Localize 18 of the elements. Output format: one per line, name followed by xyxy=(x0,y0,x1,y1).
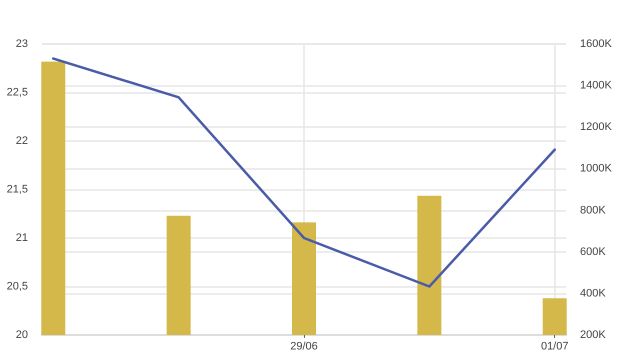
line-series xyxy=(52,57,556,288)
y2-tick-label: 1600K xyxy=(580,38,612,50)
y-tick-label: 21 xyxy=(16,232,28,244)
x-tick-label: 29/06 xyxy=(290,340,318,352)
y-tick-label: 23 xyxy=(16,38,28,50)
y2-tick-label: 200K xyxy=(580,329,606,341)
x-tick-label: 01/07 xyxy=(540,340,568,352)
y2-tick-label: 400K xyxy=(580,287,606,300)
y2-tick-label: 1400K xyxy=(580,80,612,92)
y2-tick-label: 1200K xyxy=(580,121,612,134)
y2-tick-label: 600K xyxy=(580,246,606,258)
y-tick-label: 20 xyxy=(16,329,28,341)
y2-tick-label: 800K xyxy=(580,204,606,216)
y-tick-label: 22 xyxy=(16,135,28,147)
y2-tick-label: 1000K xyxy=(580,162,612,175)
y-tick-label: 22,5 xyxy=(6,86,28,98)
y-tick-label: 20,5 xyxy=(6,280,28,292)
y-tick-label: 21,5 xyxy=(6,184,28,196)
